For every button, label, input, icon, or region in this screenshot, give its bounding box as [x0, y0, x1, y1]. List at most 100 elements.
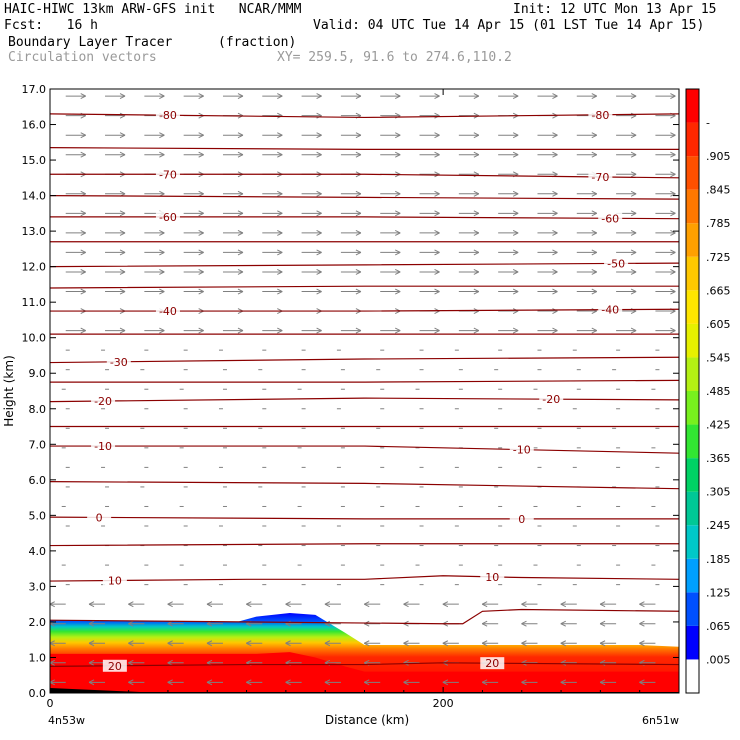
isotherm--80 — [50, 113, 679, 119]
wind-vector-head — [128, 679, 134, 686]
wind-vector-head — [599, 601, 606, 608]
colorbar-label: .125 — [706, 586, 731, 599]
wind-vector-head — [159, 229, 165, 236]
isotherm-contours: -80 -80 -70 -70 -60 -60 -50 -40 -40 -30 -20 -20 -10 -… — [50, 108, 679, 673]
colorbar-swatch — [686, 323, 699, 358]
wind-vector-head — [80, 249, 86, 256]
wind-vector-head — [206, 679, 213, 686]
wind-vector-head — [80, 151, 86, 158]
colorbar-label: .005 — [706, 653, 731, 666]
wind-vector-head — [88, 640, 95, 647]
isotherm--75 — [50, 147, 679, 150]
wind-vector-head — [403, 601, 409, 608]
wind-vector-head — [198, 210, 204, 217]
colorbar-swatch — [686, 525, 699, 559]
wind-vector-head — [277, 132, 283, 139]
wind-vector-head — [355, 327, 362, 334]
wind-vector-head — [599, 620, 606, 627]
colorbar-label: .065 — [706, 620, 731, 633]
isotherm-label: -30 — [110, 356, 128, 369]
isotherm-label-bg — [155, 305, 180, 318]
wind-vector-head — [167, 640, 173, 647]
wind-vector-head — [434, 210, 440, 217]
wind-vector-head — [639, 601, 645, 608]
colorbar-swatch — [686, 256, 699, 291]
field-name: Boundary Layer Tracer — [8, 35, 173, 50]
x-tick-label: 200 — [433, 697, 454, 710]
isotherm--45 — [50, 285, 679, 289]
x-end-location: 6n51w — [642, 714, 679, 727]
colorbar-swatch — [686, 491, 699, 526]
isotherm-label-bg — [598, 303, 623, 316]
isotherm-label-bg — [102, 659, 127, 672]
wind-vector-head — [159, 327, 165, 334]
wind-vector-head — [88, 601, 95, 608]
wind-vector-head — [80, 132, 86, 139]
x-axis-title: Distance (km) — [325, 713, 409, 727]
wind-vector-head — [80, 269, 86, 275]
x-tick-label: 0 — [47, 697, 54, 710]
wind-vector-head — [316, 190, 322, 197]
colorbar-label: .845 — [706, 184, 731, 197]
wind-vector-head — [237, 190, 244, 197]
wind-vector-head — [355, 151, 362, 158]
wind-vector-head — [552, 269, 558, 275]
wind-vector-head — [434, 132, 440, 139]
wind-vector-head — [80, 93, 86, 100]
wind-vector-head — [473, 151, 480, 158]
colorbar-swatch — [686, 223, 699, 257]
wind-vector-head — [237, 210, 244, 217]
wind-vector-head — [473, 210, 480, 217]
wind-vector-head — [128, 659, 134, 666]
wind-vector-head — [119, 132, 126, 139]
y-tick-label: 16.0 — [22, 119, 47, 132]
colorbar-label: .305 — [706, 486, 731, 499]
isotherm-label-bg — [539, 393, 564, 406]
wind-vector-head — [591, 151, 598, 158]
wind-vector-head — [639, 620, 645, 627]
isotherm-label: 0 — [96, 511, 103, 524]
wind-vector-head — [395, 151, 401, 158]
isotherm--65 — [50, 194, 679, 200]
wind-vector-head — [324, 601, 331, 608]
colorbar-swatch — [686, 625, 699, 660]
wind-vector-head — [119, 210, 126, 217]
wind-vector-head — [237, 288, 244, 295]
wind-vector-head — [237, 132, 244, 139]
y-tick-label: 3.0 — [29, 580, 47, 593]
wind-vector-head — [364, 601, 370, 608]
wind-vector-head — [560, 640, 567, 647]
wind-vector-head — [395, 132, 401, 139]
isotherm--10 — [50, 445, 679, 454]
wind-vector-head — [355, 269, 362, 275]
isotherm-label-bg — [155, 109, 180, 122]
wind-vector-head — [434, 249, 440, 256]
isotherm-label: -40 — [601, 304, 619, 317]
wind-vector-head — [670, 151, 676, 158]
colorbar-swatch — [686, 592, 699, 626]
isotherm-label-bg — [155, 210, 180, 223]
wind-vector-head — [670, 132, 676, 139]
wind-vector-head — [434, 288, 440, 295]
wind-vector-head — [246, 640, 252, 647]
isotherm--70 — [50, 173, 679, 179]
wind-vector-head — [512, 132, 519, 139]
wind-vector-head — [599, 640, 606, 647]
wind-vector-head — [355, 93, 362, 100]
isotherm-label: 20 — [485, 657, 499, 670]
wind-vector-head — [481, 620, 488, 627]
isotherm-label: -70 — [159, 168, 177, 181]
wind-vector-head — [442, 601, 449, 608]
wind-vector-head — [591, 190, 598, 197]
wind-vector-head — [591, 327, 598, 334]
colorbar-label: .665 — [706, 284, 731, 297]
isotherm-label-bg — [588, 170, 613, 183]
wind-vector-head — [591, 269, 598, 275]
wind-vector-head — [434, 190, 440, 197]
wind-vector-head — [512, 210, 519, 217]
colorbar-label: .905 — [706, 150, 731, 163]
wind-vector-head — [473, 249, 480, 256]
wind-vector-head — [591, 249, 598, 256]
y-tick-label: 6.0 — [29, 474, 47, 487]
wind-vector-head — [395, 327, 401, 334]
